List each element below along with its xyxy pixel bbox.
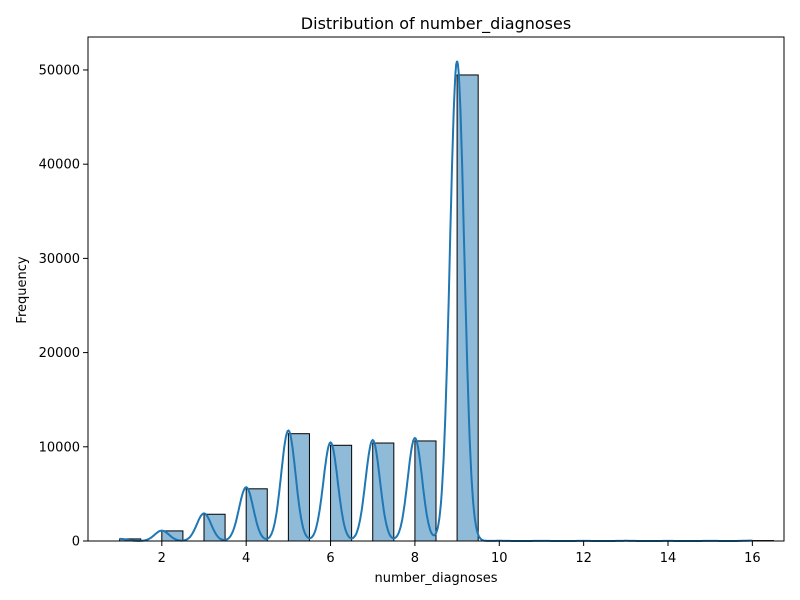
histogram-bar [414,440,437,542]
y-tick-label: 40000 [39,158,80,173]
x-tick-label: 2 [158,551,166,566]
y-axis-ticks: 0 10000 20000 30000 40000 50000 [39,63,88,550]
histogram-bar [203,513,226,542]
x-axis-ticks: 2 4 6 8 10 12 14 16 [158,541,761,566]
bars-layer [119,74,774,542]
y-axis-label: Frequency [15,256,30,323]
x-tick-label: 12 [575,551,592,566]
y-tick-label: 0 [72,535,80,550]
axes-frame [87,36,785,542]
histogram-bar [372,442,395,542]
y-tick-label: 20000 [39,346,80,361]
y-tick-label: 50000 [39,63,80,78]
y-tick-label: 10000 [39,440,80,455]
x-tick-label: 16 [744,551,761,566]
histogram-bar [287,433,310,542]
x-tick-label: 10 [491,551,508,566]
x-axis-label: number_diagnoses [374,571,497,586]
histogram-bar [330,444,353,542]
x-tick-label: 6 [326,551,334,566]
x-tick-label: 14 [660,551,677,566]
x-tick-label: 8 [411,551,419,566]
x-tick-label: 4 [242,551,250,566]
y-tick-label: 30000 [39,252,80,267]
histogram-bar [456,74,479,542]
chart-title: Distribution of number_diagnoses [301,14,571,34]
histogram-bar [245,488,268,542]
